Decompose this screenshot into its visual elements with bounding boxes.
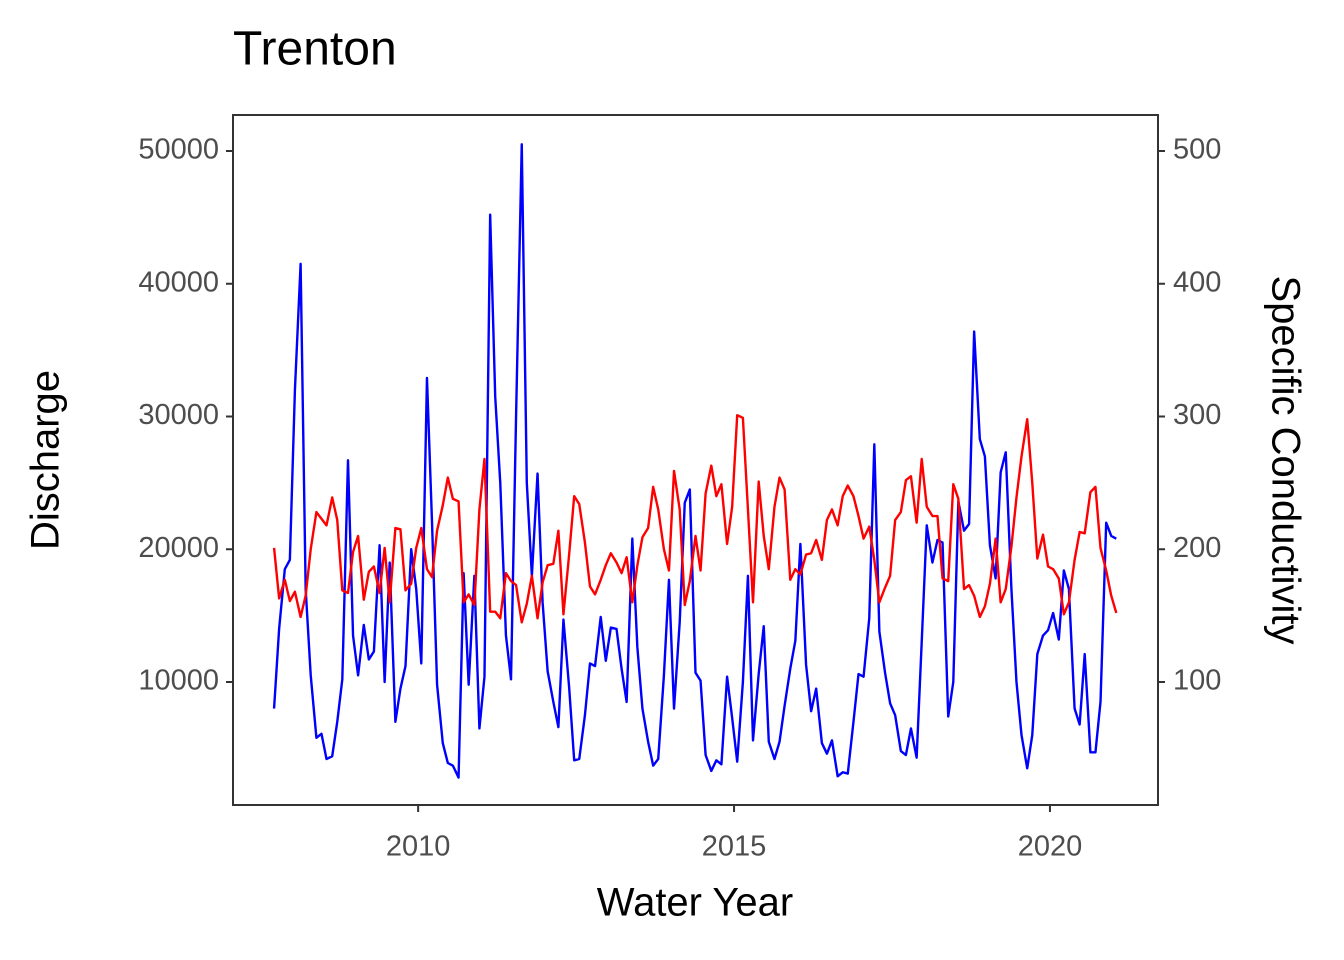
y2-tick-label: 500 [1173,134,1221,166]
chart-title: Trenton [233,23,397,76]
y2-tick-label: 400 [1173,266,1221,298]
x-axis-title: Water Year [597,881,793,925]
y2-axis-title: Specific Conductivity [1263,275,1307,644]
series-line [272,413,1118,624]
plot-border [232,114,1159,806]
y2-tick-label: 200 [1173,532,1221,564]
y-tick-label: 30000 [138,399,219,431]
y-tick-label: 50000 [138,134,219,166]
x-tick-label: 2015 [702,831,767,863]
x-tick-label: 2020 [1018,831,1083,863]
y-tick-label: 20000 [138,532,219,564]
y-tick-label: 40000 [138,266,219,298]
x-tick-label: 2010 [386,831,451,863]
y2-tick-label: 300 [1173,399,1221,431]
y2-tick-label: 100 [1173,665,1221,697]
y-axis-title: Discharge [24,370,68,550]
y-tick-label: 10000 [138,665,219,697]
series-line [272,143,1117,779]
